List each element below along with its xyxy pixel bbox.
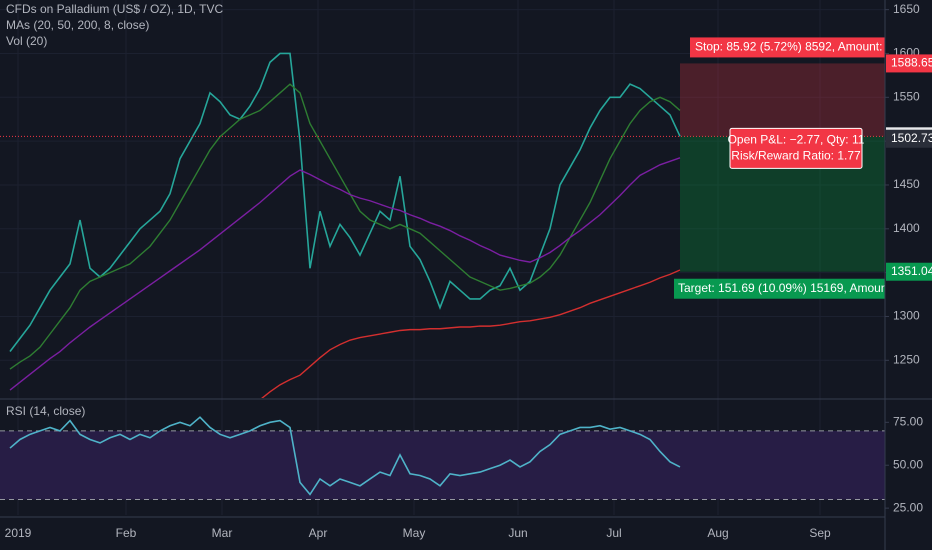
stop-zone [680,63,885,137]
series-line [261,269,681,398]
stop-label-bg [690,37,885,58]
month-label: 2019 [5,526,32,540]
series-line [9,52,681,353]
month-label: Mar [212,526,233,540]
stop-price-tag: 1588.65 [891,56,932,70]
series-line [9,157,681,391]
y-tick-label: 75.00 [893,414,923,428]
target-label-bg [674,278,885,299]
pnl-label: Open P&L: −2.77, Qty: 11 [728,132,865,146]
last-price-tag: 1502.73 [891,131,932,145]
y-tick-label: 1400 [893,221,920,235]
y-tick-label: 1650 [893,2,920,16]
y-tick-label: 50.00 [893,457,923,471]
month-label: Apr [309,526,328,540]
month-label: Jul [606,526,621,540]
undefined-bg [886,262,932,281]
chart-title: CFDs on Palladium (US$ / OZ), 1D, TVC [6,2,224,16]
series-line [9,416,681,496]
volume-legend: Vol (20) [6,34,47,48]
target-label: Target: 151.69 (10.09%) 15169, Amount: 2 [678,281,904,295]
y-tick-label: 1450 [893,177,920,191]
undefined-bg [886,129,932,148]
month-label: Sep [809,526,831,540]
pnl-box [729,127,863,169]
ma-legend: MAs (20, 50, 200, 8, close) [6,18,149,32]
month-label: Aug [707,526,728,540]
month-label: May [403,526,426,540]
rr-label: Risk/Reward Ratio: 1.77 [731,148,861,162]
y-tick-label: 1300 [893,309,920,323]
stop-label: Stop: 85.92 (5.72%) 8592, Amount: 54, [695,40,902,54]
series-line [9,83,681,370]
rsi-legend: RSI (14, close) [6,404,85,418]
target-price-tag: 1351.04 [891,264,932,278]
undefined-bg [886,54,932,73]
y-tick-label: 1250 [893,352,920,366]
month-label: Jun [508,526,527,540]
month-label: Feb [116,526,137,540]
y-tick-label: 1550 [893,89,920,103]
y-tick-label: 25.00 [893,500,923,514]
rsi-band [0,430,885,500]
